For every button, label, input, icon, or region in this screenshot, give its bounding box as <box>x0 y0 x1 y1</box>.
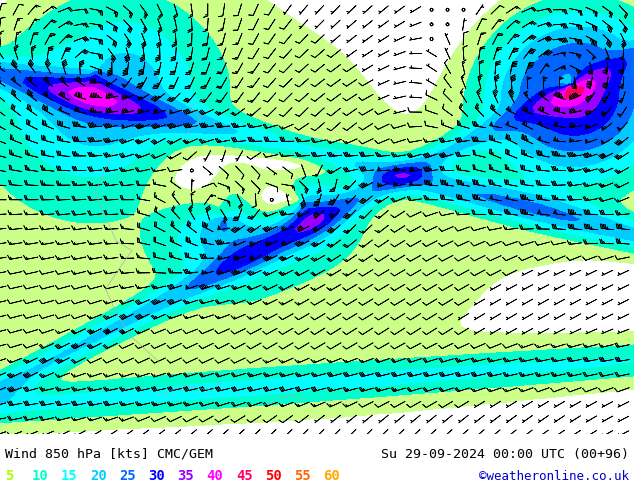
Text: 20: 20 <box>90 469 107 483</box>
Text: 25: 25 <box>119 469 136 483</box>
Text: 45: 45 <box>236 469 252 483</box>
Text: 55: 55 <box>294 469 311 483</box>
Text: Su 29-09-2024 00:00 UTC (00+96): Su 29-09-2024 00:00 UTC (00+96) <box>381 448 629 461</box>
Text: 40: 40 <box>207 469 223 483</box>
Text: 60: 60 <box>323 469 340 483</box>
Text: 15: 15 <box>61 469 77 483</box>
Text: 30: 30 <box>148 469 165 483</box>
Text: 50: 50 <box>265 469 281 483</box>
Text: 10: 10 <box>32 469 48 483</box>
Text: 5: 5 <box>5 469 13 483</box>
Text: ©weatheronline.co.uk: ©weatheronline.co.uk <box>479 470 629 483</box>
Text: 35: 35 <box>178 469 194 483</box>
Text: Wind 850 hPa [kts] CMC/GEM: Wind 850 hPa [kts] CMC/GEM <box>5 448 213 461</box>
